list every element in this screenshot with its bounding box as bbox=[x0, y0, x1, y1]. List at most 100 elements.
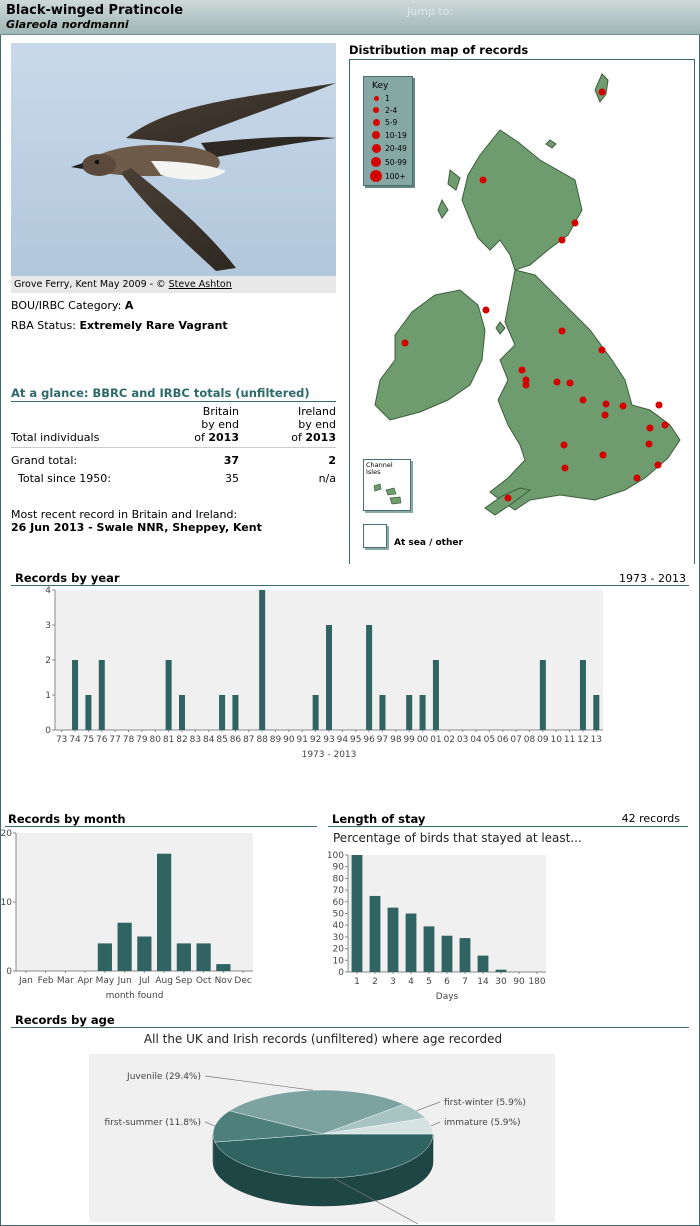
y-tick-label: 50 bbox=[333, 910, 345, 920]
bar bbox=[312, 695, 319, 730]
x-tick-label: 02 bbox=[444, 735, 455, 745]
x-tick-label: 83 bbox=[190, 735, 201, 745]
ireland-col-of: of bbox=[291, 431, 306, 444]
bar bbox=[232, 695, 239, 730]
x-tick-label: 92 bbox=[310, 735, 321, 745]
map-key-label: 1 bbox=[385, 94, 390, 103]
bar bbox=[441, 935, 453, 972]
x-tick-label: 180 bbox=[528, 977, 545, 987]
pie-slice-label: first-summer (11.8%) bbox=[105, 1118, 201, 1128]
most-recent-label: Most recent record in Britain and Irelan… bbox=[11, 508, 238, 521]
x-tick-label: 86 bbox=[230, 735, 242, 745]
map-key-item: 100+ bbox=[364, 170, 412, 183]
map-key-item: 5-9 bbox=[364, 117, 412, 129]
x-tick-label: 73 bbox=[56, 735, 67, 745]
x-tick-label: Jun bbox=[117, 976, 132, 986]
bar bbox=[405, 913, 417, 972]
bar bbox=[379, 695, 386, 730]
pie-slice bbox=[322, 1117, 434, 1135]
y-tick-label: 0 bbox=[338, 968, 344, 978]
x-tick-label: May bbox=[96, 976, 115, 986]
glance-row-divider bbox=[11, 447, 336, 448]
at-sea-box bbox=[363, 524, 387, 548]
y-tick-label: 10 bbox=[1, 898, 13, 908]
x-tick-label: 76 bbox=[96, 735, 108, 745]
year-section-title: Records by year bbox=[15, 571, 120, 585]
bar bbox=[539, 660, 546, 730]
y-tick-label: 20 bbox=[1, 829, 13, 839]
bar bbox=[157, 853, 172, 971]
bar bbox=[351, 855, 363, 972]
jump-to-link[interactable]: Jump to: bbox=[407, 5, 454, 18]
photo-caption: Grove Ferry, Kent May 2009 - © Steve Ash… bbox=[11, 276, 336, 293]
x-tick-label: 81 bbox=[163, 735, 174, 745]
x-tick-label: 97 bbox=[377, 735, 388, 745]
map-key-label: 10-19 bbox=[385, 131, 407, 140]
x-tick-label: 14 bbox=[477, 977, 489, 987]
rba-status: RBA Status: Extremely Rare Vagrant bbox=[11, 319, 228, 332]
photographer-link[interactable]: Steve Ashton bbox=[168, 279, 232, 290]
age-chart: All the UK and Irish records (unfiltered… bbox=[89, 1032, 555, 1224]
britain-col-of: of bbox=[194, 431, 209, 444]
y-tick-label: 1 bbox=[45, 691, 51, 701]
y-tick-label: 4 bbox=[45, 586, 51, 596]
x-tick-label: 08 bbox=[524, 735, 536, 745]
bar bbox=[366, 625, 373, 730]
bar bbox=[72, 660, 79, 730]
x-tick-label: 09 bbox=[537, 735, 549, 745]
bou-category: BOU/IRBC Category: A bbox=[11, 299, 133, 312]
rba-status-value: Extremely Rare Vagrant bbox=[79, 319, 228, 332]
britain-col-line3: of 2013 bbox=[180, 431, 239, 444]
x-tick-label: 12 bbox=[577, 735, 588, 745]
bar bbox=[406, 695, 413, 730]
x-tick-label: 90 bbox=[283, 735, 295, 745]
photo-caption-text: Grove Ferry, Kent May 2009 - © bbox=[14, 279, 169, 290]
bar bbox=[196, 943, 211, 971]
pie-leader-line bbox=[204, 1075, 313, 1091]
x-tick-label: Oct bbox=[196, 976, 212, 986]
britain-col-year: 2013 bbox=[208, 431, 239, 444]
y-tick-label: 30 bbox=[333, 933, 345, 943]
pie-slice-label: first-winter (5.9%) bbox=[444, 1098, 526, 1108]
x-tick-label: 82 bbox=[176, 735, 187, 745]
most-recent-value: 26 Jun 2013 - Swale NNR, Sheppey, Kent bbox=[11, 521, 262, 534]
pie-leader-line bbox=[430, 1121, 441, 1127]
x-tick-label: 80 bbox=[150, 735, 162, 745]
bar bbox=[216, 964, 231, 971]
map-key: Key 1 2-4 5-9 10-19 20-49 50-99 100+ bbox=[363, 76, 413, 186]
y-tick-label: 100 bbox=[327, 851, 344, 861]
x-tick-label: 6 bbox=[444, 977, 450, 987]
since-1950-label: Total since 1950: bbox=[18, 472, 111, 485]
y-tick-label: 2 bbox=[45, 656, 51, 666]
grand-total-ireland: 2 bbox=[328, 454, 336, 467]
map-key-item: 20-49 bbox=[364, 143, 412, 155]
x-tick-label: 74 bbox=[69, 735, 81, 745]
map-record-dots bbox=[401, 88, 669, 502]
x-tick-label: Dec bbox=[234, 976, 251, 986]
x-tick-label: 88 bbox=[256, 735, 268, 745]
x-tick-label: 96 bbox=[363, 735, 375, 745]
map-title: Distribution map of records bbox=[349, 43, 529, 57]
x-tick-label: 77 bbox=[109, 735, 120, 745]
x-tick-label: 84 bbox=[203, 735, 215, 745]
x-tick-label: Jan bbox=[18, 976, 33, 986]
y-tick-label: 60 bbox=[333, 898, 345, 908]
x-tick-label: Apr bbox=[77, 976, 93, 986]
pie-slice-label: Juvenile (29.4%) bbox=[126, 1072, 201, 1082]
bou-category-label: BOU/IRBC Category: bbox=[11, 299, 125, 312]
map-key-title: Key bbox=[372, 81, 389, 91]
x-tick-label: 90 bbox=[513, 977, 525, 987]
x-tick-label: Nov bbox=[215, 976, 233, 986]
month-chart: 0 10 20 Jan Feb Mar Apr May Jun Jul Aug Sep Oct Nov De… bbox=[1, 829, 253, 1001]
bar bbox=[137, 936, 152, 971]
x-tick-label: 10 bbox=[550, 735, 562, 745]
map-key-label: 2-4 bbox=[385, 106, 398, 115]
grand-total-britain: 37 bbox=[223, 454, 239, 467]
y-tick-label: 70 bbox=[333, 886, 345, 896]
channel-isles-svg bbox=[373, 483, 402, 505]
at-sea-label: At sea / other bbox=[394, 538, 463, 548]
x-tick-label: 05 bbox=[484, 735, 495, 745]
x-tick-label: Jul bbox=[138, 976, 150, 986]
map-key-item: 2-4 bbox=[364, 105, 412, 117]
species-scientific-name: Glareola nordmanni bbox=[6, 18, 129, 31]
